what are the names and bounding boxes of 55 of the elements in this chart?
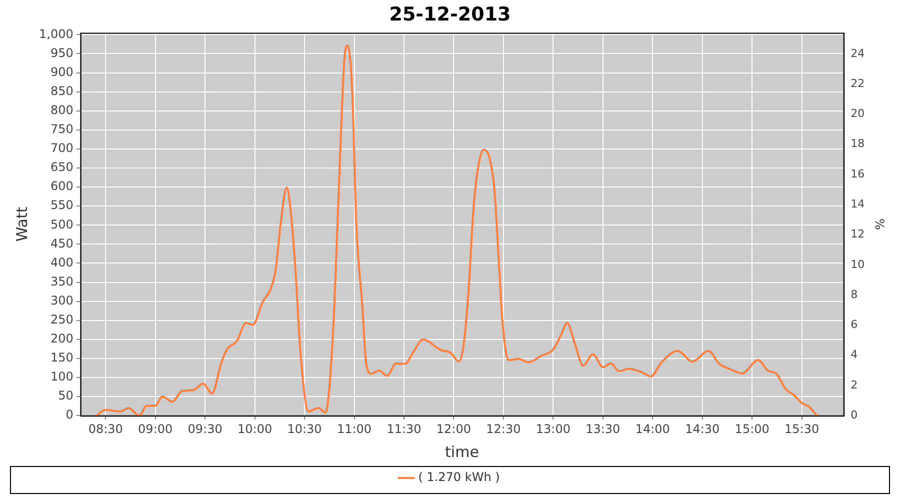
y2-tick-label: 18 — [850, 137, 865, 150]
y2-tick-label: 16 — [850, 167, 865, 180]
y2-tick-label: 10 — [850, 258, 865, 271]
y-tick-label: 200 — [50, 332, 74, 346]
y2-tick-label: 14 — [850, 197, 865, 210]
y-tick-label: 0 — [66, 408, 74, 422]
y-tick-label: 100 — [50, 370, 74, 384]
y2-tick-label: 2 — [850, 378, 858, 392]
y-tick-label: 350 — [50, 274, 74, 288]
x-tick-label: 14:30 — [685, 422, 720, 436]
x-tick-label: 10:30 — [287, 422, 322, 436]
y-tick-label: 250 — [50, 312, 74, 326]
y-axis-title: Watt — [12, 206, 31, 242]
x-tick-label: 10:00 — [238, 422, 272, 436]
x-tick-label: 15:30 — [784, 422, 820, 436]
x-tick-label: 09:30 — [188, 422, 222, 436]
y-tick-label: 150 — [50, 350, 74, 365]
legend-label: ( 1.270 kWh ) — [418, 470, 500, 484]
y2-tick-label: 6 — [850, 318, 858, 332]
y2-tick-label: 8 — [850, 288, 858, 301]
x-tick-label: 11:00 — [336, 422, 372, 436]
y-tick-label: 850 — [50, 84, 74, 98]
y-tick-label: 550 — [50, 198, 74, 212]
y2-axis-title: % — [872, 218, 887, 230]
y2-tick-label: 20 — [850, 107, 865, 120]
chart-title: 25-12-2013 — [389, 3, 511, 26]
x-tick-label: 12:00 — [436, 422, 472, 436]
y2-tick-label: 22 — [850, 76, 865, 90]
x-axis-title: time — [445, 442, 479, 461]
y-tick-label: 950 — [50, 46, 74, 60]
y-tick-label: 900 — [50, 64, 74, 79]
y-tick-label: 450 — [50, 236, 74, 250]
y2-tick-label: 0 — [850, 408, 858, 422]
y-tick-label: 400 — [50, 255, 74, 270]
x-tick-label: 11:30 — [386, 422, 422, 436]
y-tick-label: 600 — [50, 179, 74, 194]
x-tick-label: 13:30 — [586, 422, 620, 436]
y-tick-label: 750 — [50, 122, 74, 136]
y-tick-label: 50 — [58, 388, 74, 403]
x-tick-label: 14:00 — [635, 422, 670, 436]
y-tick-label: 1,000 — [38, 26, 74, 41]
x-tick-label: 13:00 — [536, 422, 570, 436]
y2-tick-label: 4 — [850, 348, 858, 362]
y-tick-label: 500 — [50, 217, 74, 232]
line-series — [95, 44, 818, 416]
x-tick-label: 08:30 — [88, 422, 123, 436]
x-tick-label: 09:00 — [138, 422, 173, 436]
y-tick-label: 800 — [50, 103, 74, 118]
y-tick-label: 300 — [50, 293, 74, 308]
y-tick-label: 650 — [50, 160, 74, 174]
y2-tick-label: 12 — [850, 228, 865, 241]
y2-tick-label: 24 — [850, 46, 865, 60]
x-tick-label: 15:00 — [734, 422, 770, 436]
y-tick-label: 700 — [50, 141, 74, 156]
x-tick-label: 12:30 — [486, 422, 521, 436]
